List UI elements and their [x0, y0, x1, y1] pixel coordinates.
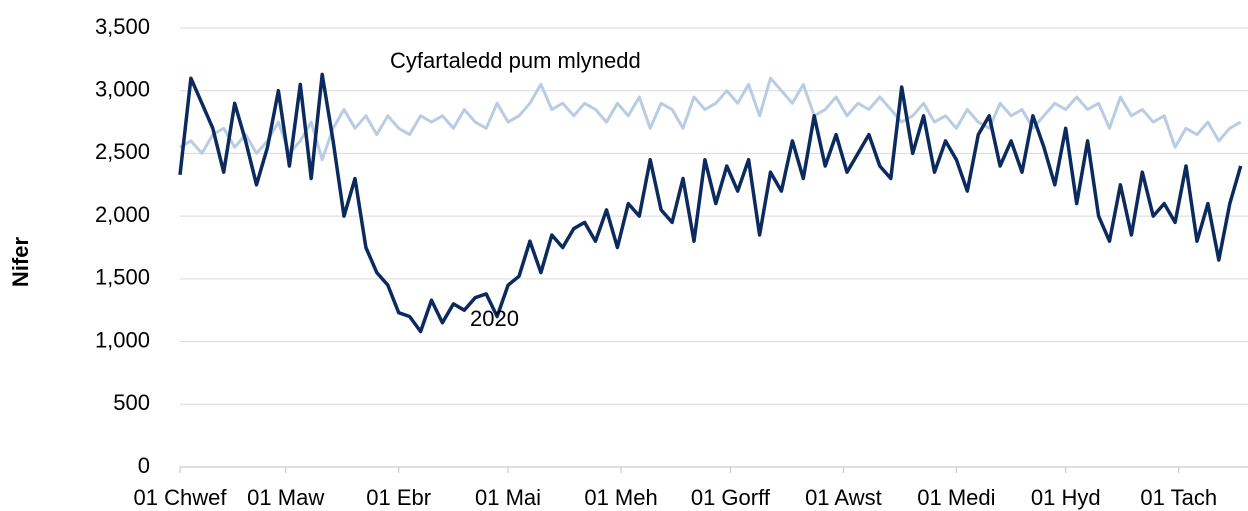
y-axis-label: Nifer — [8, 237, 33, 288]
x-tick-label: 01 Tach — [1140, 485, 1217, 510]
x-tick-label: 01 Medi — [917, 485, 995, 510]
y-tick-label: 3,000 — [95, 77, 150, 102]
y-tick-label: 1,000 — [95, 327, 150, 352]
y-tick-label: 500 — [113, 390, 150, 415]
y-tick-label: 2,000 — [95, 202, 150, 227]
series-line — [178, 72, 1243, 334]
x-tick-label: 01 Hyd — [1031, 485, 1101, 510]
y-tick-label: 1,500 — [95, 265, 150, 290]
y-tick-label: 0 — [138, 453, 150, 478]
x-tick-label: 01 Awst — [805, 485, 882, 510]
y-tick-label: 2,500 — [95, 139, 150, 164]
annotation: Cyfartaledd pum mlynedd — [390, 48, 641, 73]
series-line — [179, 76, 1242, 162]
x-tick-label: 01 Ebr — [366, 485, 431, 510]
x-tick-label: 01 Maw — [247, 485, 324, 510]
x-tick-label: 01 Gorff — [691, 485, 771, 510]
annotation: 2020 — [470, 306, 519, 331]
x-tick-label: 01 Chwef — [134, 485, 228, 510]
x-tick-label: 01 Mai — [475, 485, 541, 510]
y-tick-label: 3,500 — [95, 14, 150, 39]
x-tick-label: 01 Meh — [584, 485, 657, 510]
